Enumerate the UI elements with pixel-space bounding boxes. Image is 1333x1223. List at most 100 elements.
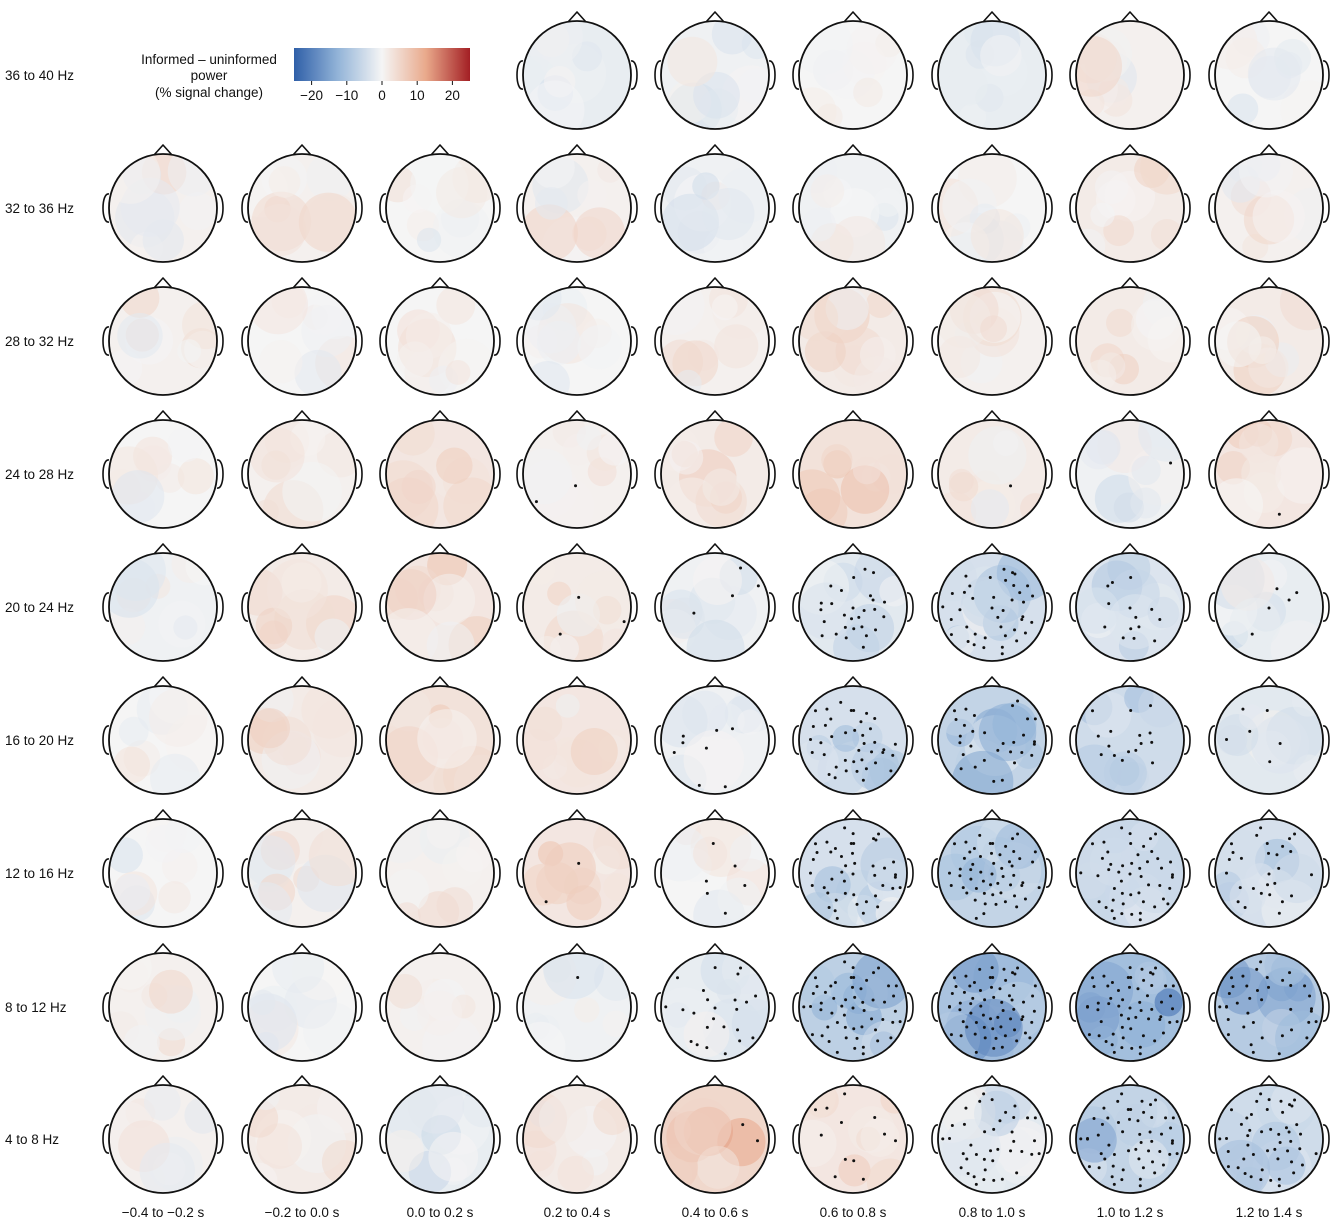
significant-electrode-dot (835, 1020, 839, 1024)
left-ear-outline (1069, 725, 1077, 755)
significant-electrode-dot (1031, 994, 1035, 998)
significant-electrode-dot (1242, 1157, 1246, 1161)
head-outline (798, 552, 908, 662)
significant-electrode-dot (1107, 1002, 1111, 1006)
significant-electrode-dot (851, 832, 855, 836)
left-ear-outline (1208, 459, 1216, 489)
significant-electrode-dot (1142, 978, 1146, 982)
significant-electrode-dot (1128, 832, 1132, 836)
nose-outline (705, 676, 725, 688)
significant-electrode-dot (1164, 984, 1168, 988)
row-labels: 36 to 40 Hz 32 to 36 Hz 28 to 32 Hz 24 to 2… (5, 68, 74, 1147)
right-ear-outline (1183, 858, 1191, 888)
topomap-patch (109, 154, 161, 204)
significant-electrode-dot (745, 1000, 749, 1004)
significant-electrode-dot (949, 1033, 953, 1037)
significant-electrode-dot (851, 851, 855, 855)
significant-electrode-dot (1160, 866, 1164, 870)
topomap-patch (961, 576, 1012, 627)
head-outline (108, 286, 218, 396)
topomap-patch (167, 154, 217, 197)
significant-electrode-dot (996, 615, 1000, 619)
nose-outline (843, 943, 863, 955)
topomap-patch (1239, 423, 1279, 464)
significant-electrode-dot (1239, 1122, 1243, 1126)
topomap-patch (555, 693, 580, 718)
significant-electrode-dot (958, 874, 962, 878)
significant-electrode-dot (844, 769, 848, 773)
head-outline (660, 552, 770, 662)
significant-electrode-dot (1299, 1132, 1303, 1136)
right-ear-outline (493, 992, 501, 1022)
significant-electrode-dot (1026, 1116, 1030, 1120)
head-outline (247, 952, 357, 1062)
significant-electrode-dot (1149, 704, 1153, 708)
significant-electrode-dot (873, 717, 877, 721)
significant-electrode-dot (1290, 1104, 1294, 1108)
significant-electrode-dot (1127, 1149, 1131, 1153)
significant-electrode-dot (713, 1006, 717, 1010)
topomap-patch (445, 359, 471, 385)
significant-electrode-dot (1150, 1007, 1154, 1011)
significant-electrode-dot (874, 761, 878, 765)
significant-electrode-dot (840, 1004, 844, 1008)
column-label-time-window: 1.2 to 1.4 s (1236, 1205, 1303, 1220)
significant-electrode-dot (1289, 984, 1293, 988)
topomap-patch (853, 355, 902, 395)
head-outline (385, 419, 495, 529)
significant-electrode-dot (811, 724, 815, 728)
colorbar-tick-label: 0 (378, 88, 386, 103)
significant-electrode-dot (681, 741, 685, 745)
head-outline (798, 685, 908, 795)
significant-electrode-dot (1160, 1000, 1164, 1004)
topomap-patch (1154, 988, 1183, 1017)
scalp-topomap (241, 809, 363, 928)
significant-electrode-dot (965, 891, 969, 895)
topomap-field (938, 553, 1046, 661)
nose-outline (843, 676, 863, 688)
significant-electrode-dot (1293, 832, 1297, 836)
significant-electrode-dot (825, 1106, 829, 1110)
topomap-patch (853, 77, 883, 108)
topomap-patch (970, 489, 1010, 528)
topomap-patch (938, 335, 981, 379)
significant-electrode-dot (1092, 1117, 1096, 1121)
head-outline (247, 1084, 357, 1194)
significant-electrode-dot (736, 1028, 740, 1032)
significant-electrode-dot (1138, 918, 1142, 922)
topomap-field (1215, 953, 1323, 1061)
significant-electrode-dot (1011, 971, 1015, 975)
scalp-topomap (102, 676, 224, 795)
nose-outline (705, 144, 725, 156)
significant-electrode-dot (1139, 741, 1143, 745)
topomap-patch (455, 836, 492, 873)
significant-electrode-dot (1112, 753, 1116, 757)
significant-electrode-dot (1012, 1139, 1016, 1143)
significant-electrode-dot (835, 1050, 839, 1054)
topomap-field (799, 287, 907, 395)
scalp-topomap (102, 410, 224, 529)
left-ear-outline (379, 992, 387, 1022)
topomap-patch (693, 836, 728, 871)
significant-electrode-dot (990, 985, 994, 989)
significant-electrode-dot (1235, 1001, 1239, 1005)
significant-electrode-dot (1106, 1116, 1110, 1120)
nose-outline (705, 809, 725, 821)
nose-outline (567, 943, 587, 955)
topomap-patch (838, 1154, 871, 1187)
significant-electrode-dot (1231, 985, 1235, 989)
colorbar-gradient (294, 48, 470, 81)
significant-electrode-dot (1231, 851, 1235, 855)
scalp-topomap (792, 410, 914, 529)
significant-electrode-dot (1001, 608, 1005, 612)
significant-electrode-dot (1150, 1139, 1154, 1143)
significant-electrode-dot (1000, 778, 1004, 782)
nose-outline (843, 410, 863, 422)
right-ear-outline (355, 592, 363, 622)
head-outline (937, 1084, 1047, 1194)
topomap-patch (268, 166, 301, 198)
significant-electrode-dot (676, 976, 680, 980)
significant-electrode-dot (1013, 972, 1017, 976)
topomap-patch (696, 1146, 740, 1189)
significant-electrode-dot (1281, 1110, 1285, 1114)
